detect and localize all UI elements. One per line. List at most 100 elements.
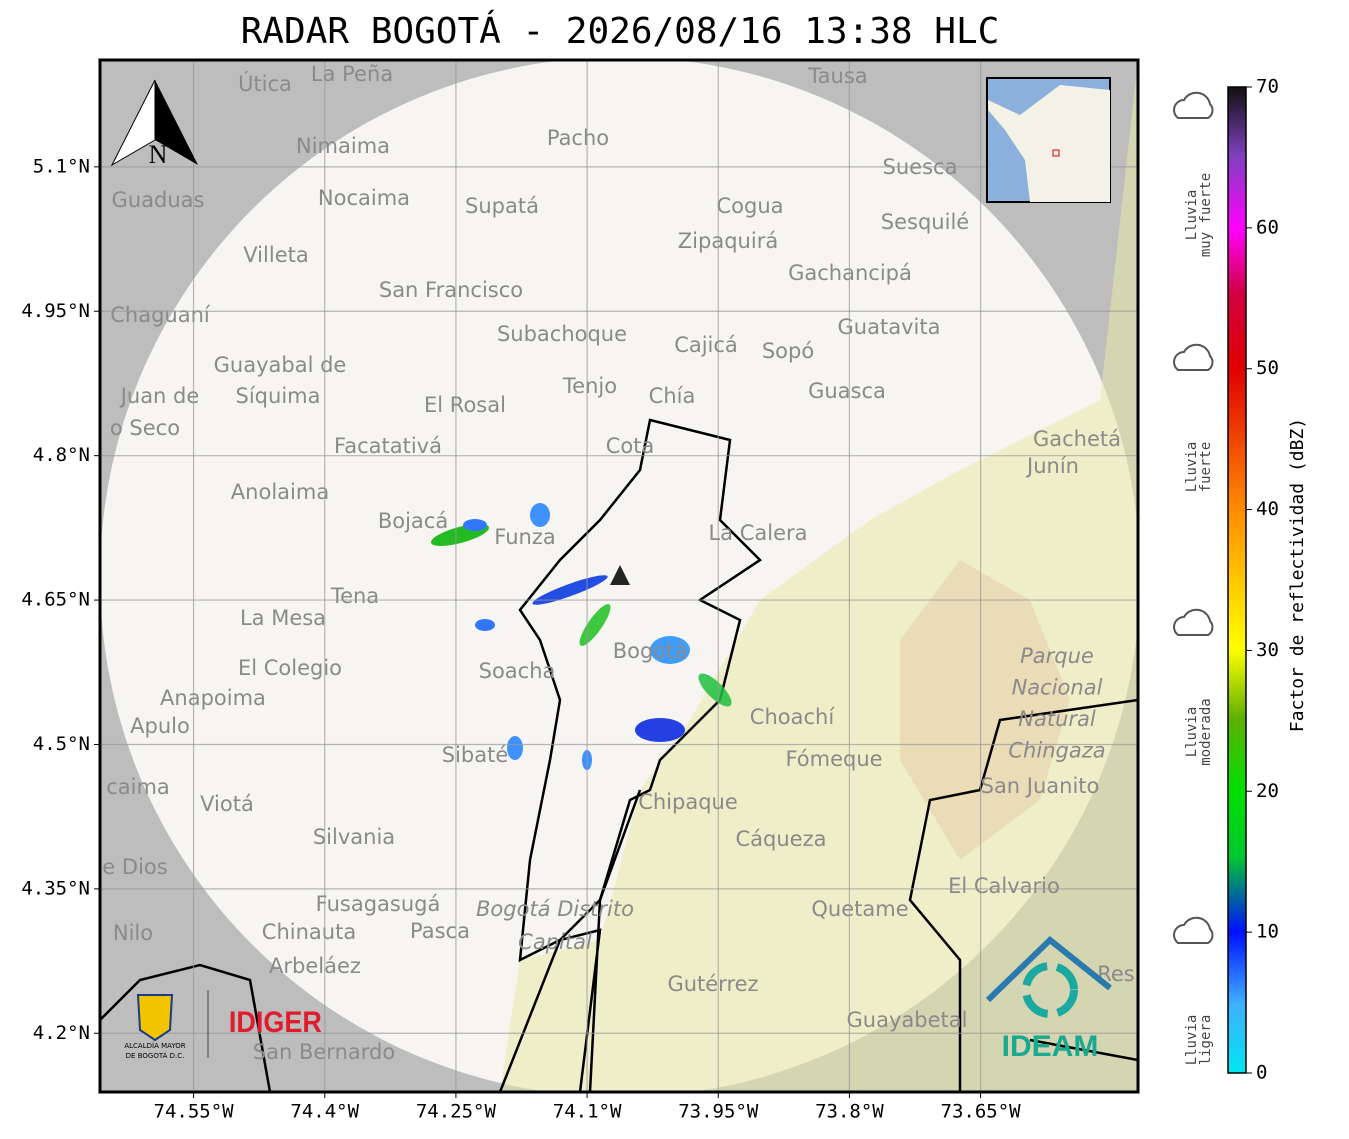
colorbar-tick-label: 0 <box>1256 1062 1267 1084</box>
place-label: Guatavita <box>838 315 941 339</box>
place-label: El Rosal <box>424 393 506 417</box>
place-label: Chía <box>649 384 696 408</box>
lon-tick-label: 74.1°W <box>553 1101 622 1123</box>
colorbar-tick-label: 40 <box>1256 498 1279 520</box>
place-label: Síquima <box>236 384 321 408</box>
place-label: Guasca <box>808 379 886 403</box>
rain-icon <box>1173 91 1214 119</box>
place-label: Guaduas <box>112 188 205 212</box>
place-label: Villeta <box>243 243 308 267</box>
lat-tick-label: 4.5°N <box>33 733 90 755</box>
park-label: Parque <box>1020 644 1094 668</box>
colorbar-tick-label: 10 <box>1256 921 1279 943</box>
place-label: El Colegio <box>238 656 342 680</box>
rain-icon <box>1173 343 1214 371</box>
place-label: Quetame <box>811 897 908 921</box>
place-label: Guayabetal <box>847 1008 968 1032</box>
place-label: Cogua <box>716 194 783 218</box>
place-label: Tenjo <box>562 374 617 398</box>
lon-tick-label: 74.25°W <box>416 1101 497 1123</box>
place-label: Bojacá <box>378 509 448 533</box>
place-label: El Calvario <box>948 874 1060 898</box>
rain-icon <box>1173 916 1214 944</box>
colorbar-tick-label: 70 <box>1256 76 1279 98</box>
ideam-logo: IDEAM <box>1002 1030 1099 1063</box>
place-label: La Peña <box>311 62 393 86</box>
lat-tick-label: 4.2°N <box>33 1022 90 1044</box>
lon-tick-label: 74.55°W <box>154 1101 235 1123</box>
place-label: Funza <box>494 525 555 549</box>
place-label: Arbeláez <box>269 954 361 978</box>
place-label: Silvania <box>313 825 395 849</box>
rain-level-label: Lluvia <box>1184 442 1200 493</box>
rain-level-label: fuerte <box>1198 442 1214 493</box>
map-frame <box>98 58 1140 1094</box>
place-label: Cota <box>606 434 655 458</box>
place-label: Cáqueza <box>736 827 827 851</box>
place-label: San Francisco <box>379 278 523 302</box>
place-label: Zipaquirá <box>678 229 778 253</box>
place-label: La Mesa <box>240 606 326 630</box>
colorbar-tick-label: 20 <box>1256 780 1279 802</box>
rain-level-label: muy fuerte <box>1198 173 1214 257</box>
place-label: Fómeque <box>785 747 882 771</box>
place-label: e Dios <box>102 855 167 879</box>
rain-level-label: Lluvia <box>1184 190 1200 241</box>
idiger-logo: IDIGER <box>229 1006 322 1040</box>
district-label: Capital <box>518 930 592 954</box>
rain-level-label: Lluvia <box>1184 1015 1200 1066</box>
lat-tick-label: 4.65°N <box>21 589 90 611</box>
place-label: Pasca <box>410 919 470 943</box>
place-label: Fusagasugá <box>316 892 441 916</box>
north-arrow: N <box>110 79 198 169</box>
place-label: Guayabal de <box>214 353 347 377</box>
place-label: Chinauta <box>262 920 356 944</box>
park-label: Nacional <box>1012 676 1103 700</box>
place-label: Gachetá <box>1033 427 1121 451</box>
colorbar <box>1227 86 1247 1074</box>
lat-tick-label: 4.8°N <box>33 444 90 466</box>
place-label: Facatativá <box>334 434 442 458</box>
north-label: N <box>149 140 168 169</box>
inset-map <box>986 77 1111 203</box>
place-label: Chaguaní <box>110 303 211 327</box>
place-label: Soacha <box>479 659 556 683</box>
place-label: Sibaté <box>442 743 509 767</box>
title: RADAR BOGOTÁ - 2026/08/16 13:38 HLC <box>241 10 1000 52</box>
logos: ALCALDÍA MAYOR DE BOGOTÁ D.C. IDIGER IDE… <box>124 936 1112 1063</box>
place-label: Junín <box>1025 454 1079 478</box>
rain-level-label: Lluvia <box>1184 707 1200 758</box>
lon-tick-label: 73.8°W <box>815 1101 884 1123</box>
lat-tick-label: 4.95°N <box>21 300 90 322</box>
alcaldia-line: DE BOGOTÁ D.C. <box>126 1051 185 1060</box>
lon-tick-label: 73.65°W <box>941 1101 1022 1123</box>
colorbar-label: Factor de reflectividad (dBZ) <box>1287 418 1308 732</box>
park-label: Natural <box>1018 707 1096 731</box>
district-label: Bogotá Distrito <box>476 897 634 921</box>
place-label: o Seco <box>110 416 180 440</box>
place-label: Útica <box>238 71 292 96</box>
alcaldia-line: ALCALDÍA MAYOR <box>124 1041 185 1050</box>
place-label: Cajicá <box>674 333 738 357</box>
lat-tick-label: 5.1°N <box>33 155 90 177</box>
place-label: La Calera <box>708 521 807 545</box>
lon-tick-label: 73.95°W <box>678 1101 759 1123</box>
place-label: Sesquilé <box>881 210 969 234</box>
place-label: Tena <box>330 584 379 608</box>
place-label: Nocaima <box>318 186 410 210</box>
place-label: Anolaima <box>231 480 329 504</box>
lon-tick-label: 74.4°W <box>290 1101 359 1123</box>
place-label: Subachoque <box>497 322 627 346</box>
colorbar-tick-label: 60 <box>1256 216 1279 238</box>
place-label: Apulo <box>130 714 190 738</box>
lat-tick-label: 4.35°N <box>21 877 90 899</box>
place-label: Nimaima <box>296 134 390 158</box>
place-label: Gutérrez <box>667 972 758 996</box>
place-label: Viotá <box>200 792 254 816</box>
place-label: Juan de <box>119 384 200 408</box>
place-label: Tausa <box>807 64 867 88</box>
place-label: Nilo <box>113 921 153 945</box>
